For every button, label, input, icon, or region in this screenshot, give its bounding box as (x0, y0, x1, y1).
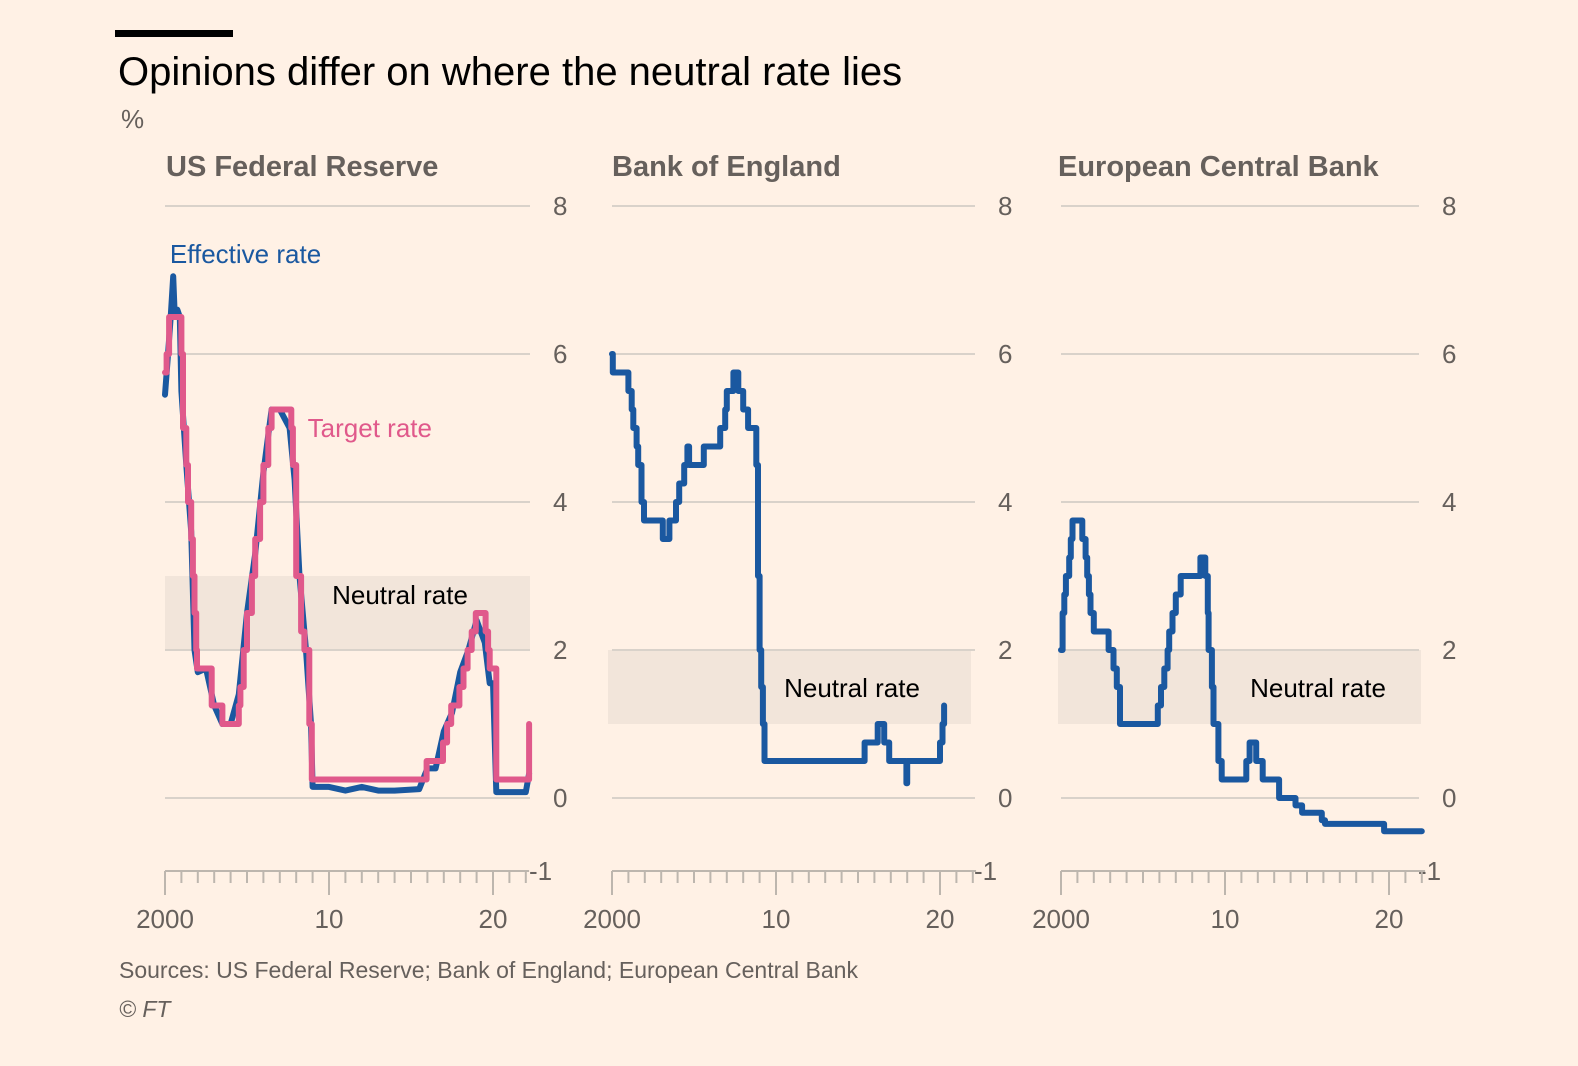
y-tick-label: 0 (1442, 783, 1456, 813)
x-tick-label: 20 (926, 904, 955, 934)
x-tick-label: 10 (762, 904, 791, 934)
neutral-rate-label: Neutral rate (1250, 673, 1386, 703)
y-tick-label: 6 (1442, 339, 1456, 369)
y-tick-label: 6 (998, 339, 1012, 369)
series-label: Effective rate (170, 239, 321, 269)
y-tick-label: 4 (1442, 487, 1456, 517)
x-tick-label: 2000 (136, 904, 194, 934)
y-tick-label: 0 (553, 783, 567, 813)
y-tick-label: 2 (553, 635, 567, 665)
unit-label: % (121, 104, 145, 134)
panel-title: US Federal Reserve (166, 151, 438, 183)
neutral-rate-band (608, 650, 971, 724)
chart-title: Opinions differ on where the neutral rat… (118, 50, 903, 94)
x-tick-label: 10 (315, 904, 344, 934)
policy-rate-line (609, 351, 948, 787)
y-tick-label: -1 (974, 856, 997, 886)
y-tick-label: 4 (553, 487, 567, 517)
panel-title: Bank of England (612, 151, 841, 183)
target-rate-line (162, 314, 533, 783)
y-tick-label: -1 (1418, 856, 1441, 886)
x-tick-label: 20 (479, 904, 508, 934)
panel-title: European Central Bank (1058, 151, 1380, 183)
y-tick-label: 6 (553, 339, 567, 369)
y-tick-label: 4 (998, 487, 1012, 517)
y-tick-label: 8 (998, 191, 1012, 221)
x-tick-label: 20 (1375, 904, 1404, 934)
x-tick-label: 2000 (583, 904, 641, 934)
series-label: Target rate (308, 413, 432, 443)
x-tick-label: 10 (1211, 904, 1240, 934)
y-tick-label: 2 (998, 635, 1012, 665)
y-tick-label: 8 (1442, 191, 1456, 221)
y-tick-label: 8 (553, 191, 567, 221)
y-tick-label: 2 (1442, 635, 1456, 665)
policy-rate-line (1058, 517, 1425, 835)
y-tick-label: 0 (998, 783, 1012, 813)
x-tick-label: 2000 (1032, 904, 1090, 934)
source-note: Sources: US Federal Reserve; Bank of Eng… (119, 957, 858, 983)
y-tick-label: -1 (529, 856, 552, 886)
neutral-rate-label: Neutral rate (332, 580, 468, 610)
copyright: © FT (119, 996, 171, 1022)
neutral-rate-label: Neutral rate (784, 673, 920, 703)
top-rule (115, 30, 233, 37)
